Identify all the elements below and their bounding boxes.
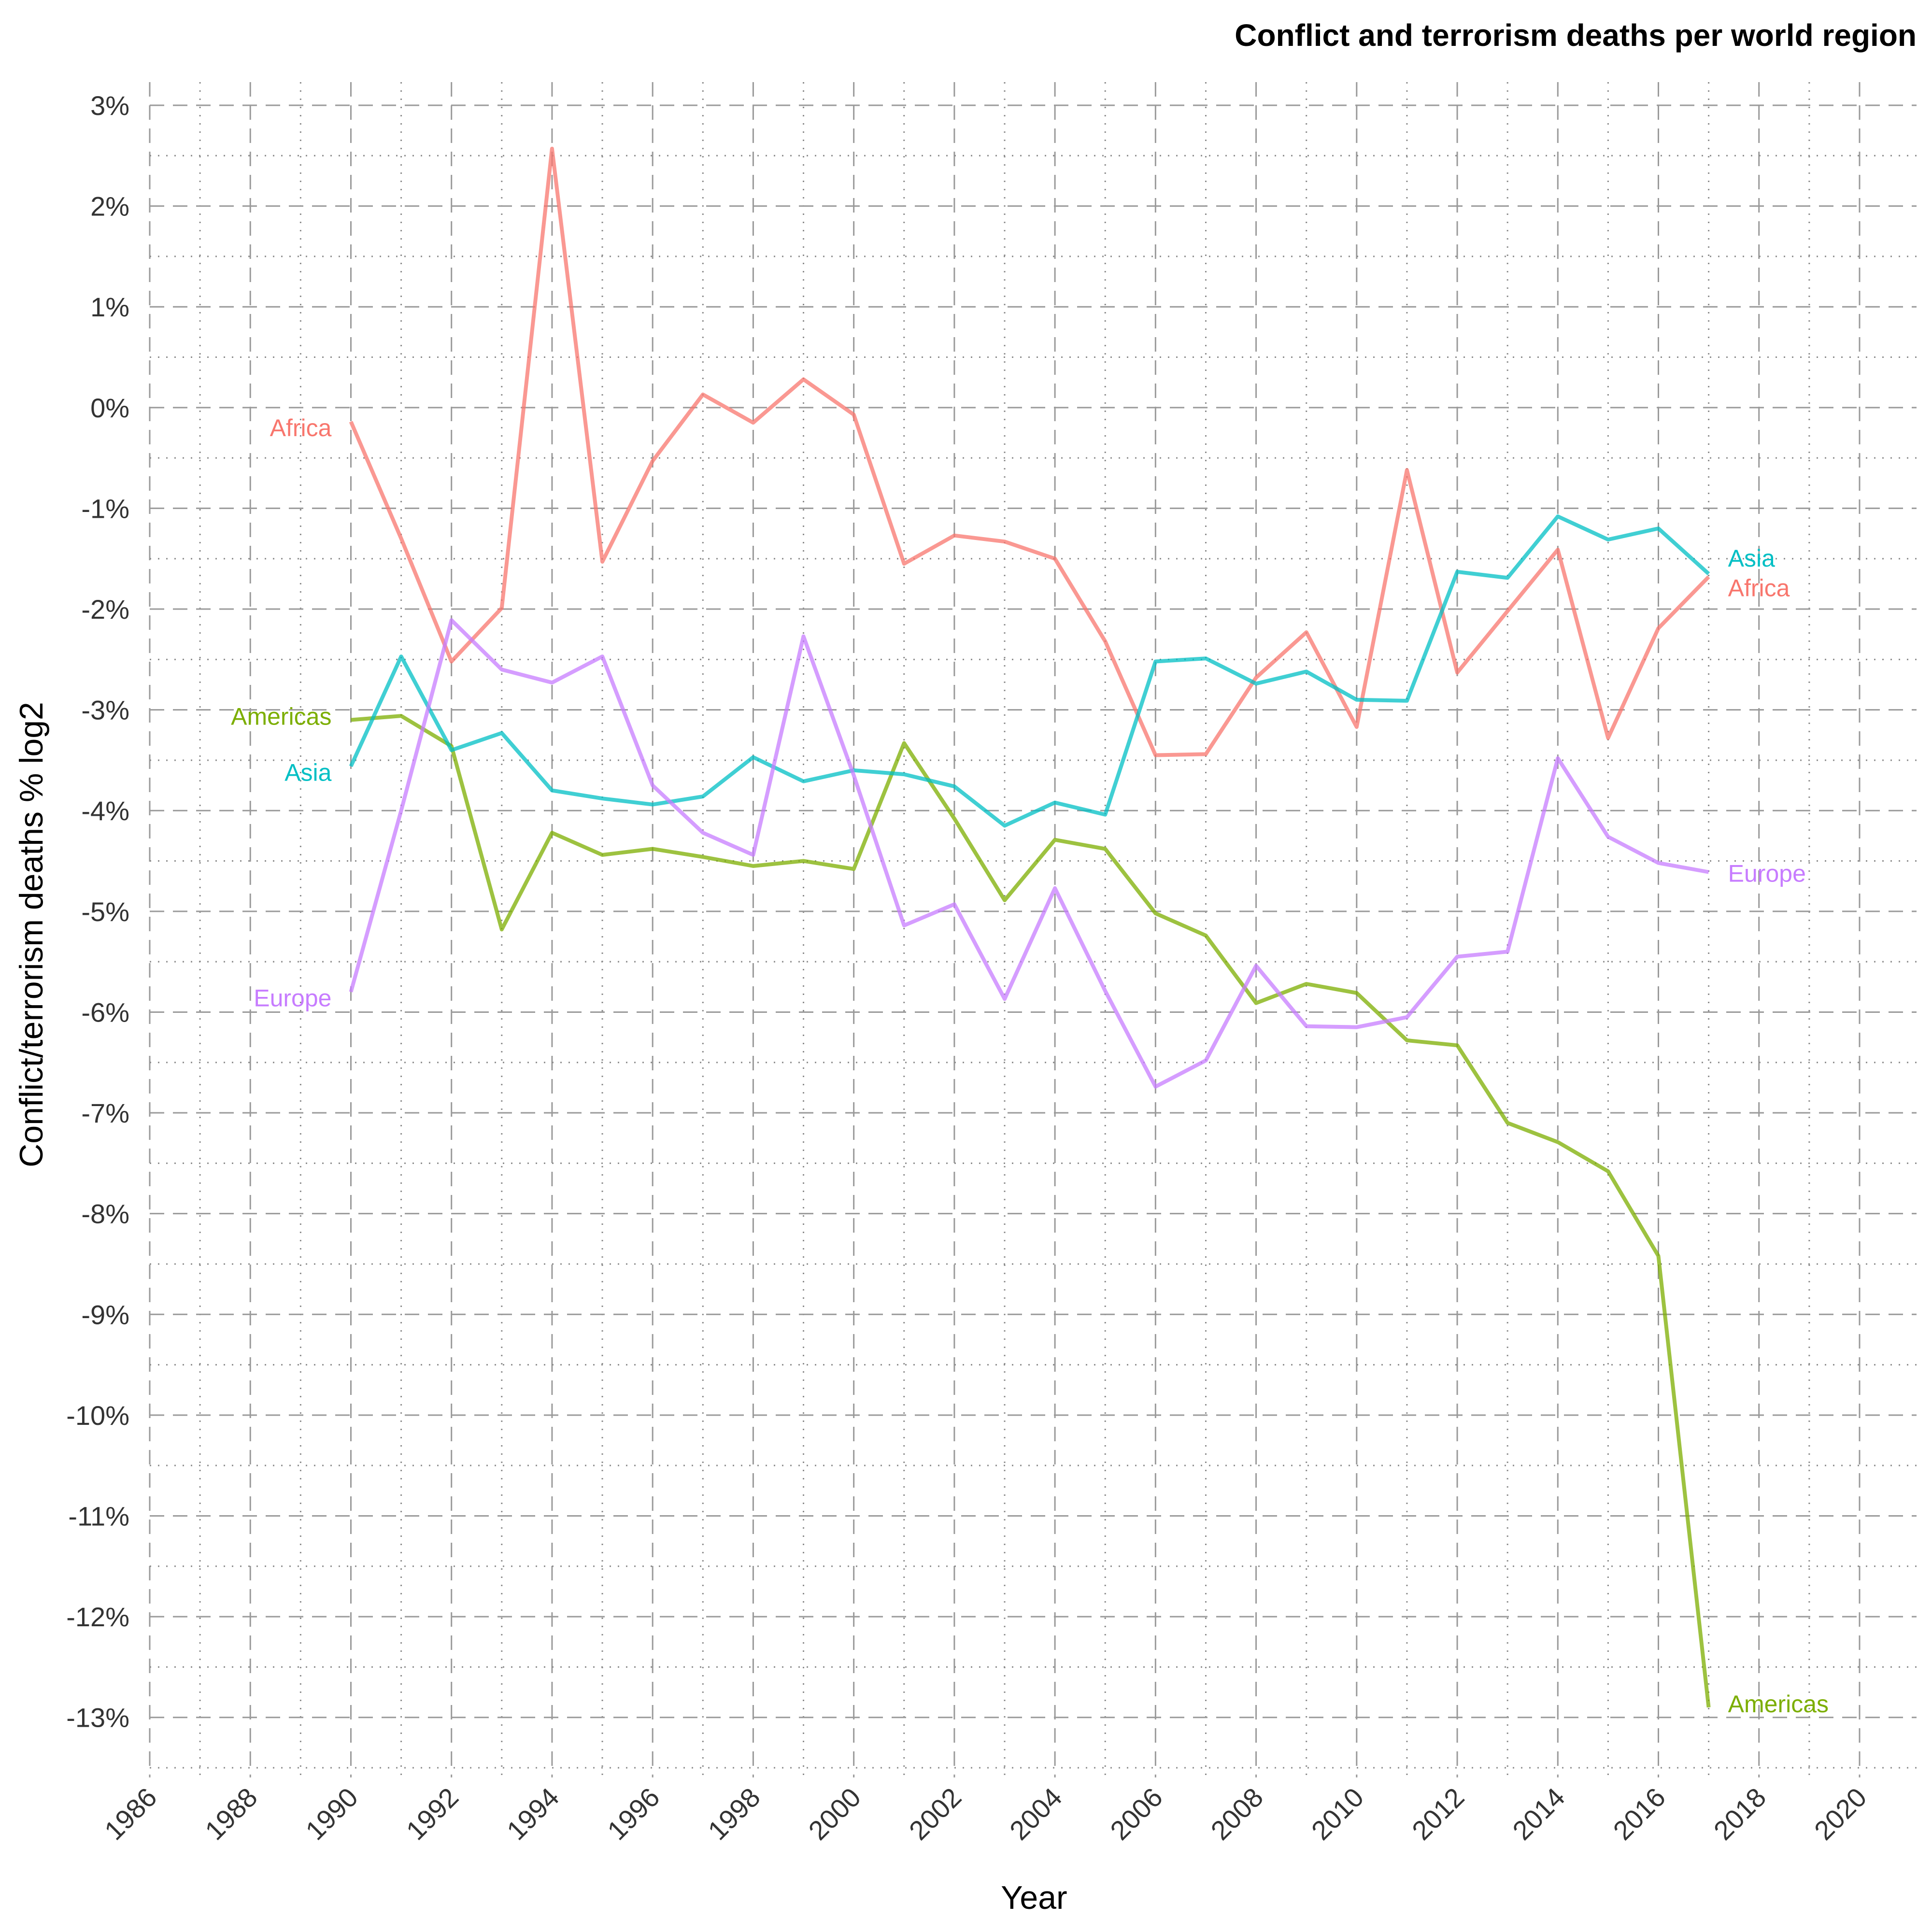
x-tick-label: 1994: [501, 1782, 565, 1846]
y-tick-label: -8%: [81, 1199, 129, 1229]
y-tick-label: -5%: [81, 896, 129, 927]
y-tick-label: 0%: [90, 393, 129, 423]
y-tick-label: -12%: [66, 1602, 129, 1632]
x-tick-label: 1992: [400, 1782, 465, 1846]
y-tick-label: -3%: [81, 695, 129, 725]
x-tick-label: 2010: [1306, 1782, 1370, 1846]
y-tick-label: -10%: [66, 1400, 129, 1431]
y-tick-label: -7%: [81, 1098, 129, 1128]
x-tick-label: 2004: [1004, 1782, 1068, 1846]
x-axis-title: Year: [1001, 1879, 1067, 1916]
series-label-end-americas: Americas: [1728, 1690, 1829, 1718]
x-tick-label: 1986: [99, 1782, 163, 1846]
x-tick-label: 2008: [1205, 1782, 1269, 1846]
y-tick-label: -9%: [81, 1299, 129, 1330]
x-tick-label: 1996: [601, 1782, 666, 1846]
x-tick-label: 2016: [1607, 1782, 1671, 1846]
grid: [149, 82, 1917, 1777]
series-line-africa: [349, 146, 1710, 757]
series-label-start-americas: Americas: [231, 703, 331, 730]
x-tick-label: 2002: [903, 1782, 967, 1846]
series-line-asia: [349, 514, 1710, 828]
y-tick-label: 2%: [90, 191, 129, 222]
series-label-end-europe: Europe: [1728, 860, 1806, 887]
x-tick-label: 2014: [1506, 1782, 1571, 1846]
x-tick-label: 1998: [702, 1782, 766, 1846]
x-tick-label: 2006: [1104, 1782, 1168, 1846]
series-label-start-europe: Europe: [254, 985, 331, 1012]
series-label-end-africa: Africa: [1728, 574, 1790, 601]
axis-ticks: 3% 2% 1% 0% -1% -2% -3% -4% -5% -6% -7% -8% -9% -10% -…: [66, 90, 1872, 1846]
x-tick-label: 2020: [1808, 1782, 1873, 1846]
chart-title: Conflict and terrorism deaths per world …: [1235, 18, 1917, 53]
series-line-europe: [349, 618, 1709, 1089]
series-label-start-africa: Africa: [270, 414, 332, 441]
y-tick-label: -13%: [66, 1703, 129, 1733]
y-tick-label: 3%: [90, 90, 129, 121]
x-tick-label: 1988: [199, 1782, 263, 1846]
x-tick-label: 2018: [1708, 1782, 1772, 1846]
series-lines: [349, 146, 1711, 1708]
y-axis-title: Conflict/terrorism deaths % log2: [13, 702, 50, 1167]
y-tick-label: -6%: [81, 997, 129, 1027]
y-tick-label: -1%: [81, 493, 129, 524]
y-tick-label: 1%: [90, 292, 129, 322]
series-label-start-asia: Asia: [284, 759, 331, 786]
y-tick-label: -4%: [81, 796, 129, 826]
y-tick-label: -2%: [81, 594, 129, 625]
x-tick-label: 2012: [1406, 1782, 1470, 1846]
x-tick-label: 1990: [299, 1782, 364, 1846]
x-tick-label: 2000: [802, 1782, 867, 1846]
series-label-end-asia: Asia: [1728, 545, 1775, 572]
series-labels: Africa Africa Americas Americas Asia Asia Euro…: [231, 414, 1829, 1718]
y-tick-label: -11%: [68, 1501, 129, 1531]
series-line-americas: [351, 714, 1711, 1708]
